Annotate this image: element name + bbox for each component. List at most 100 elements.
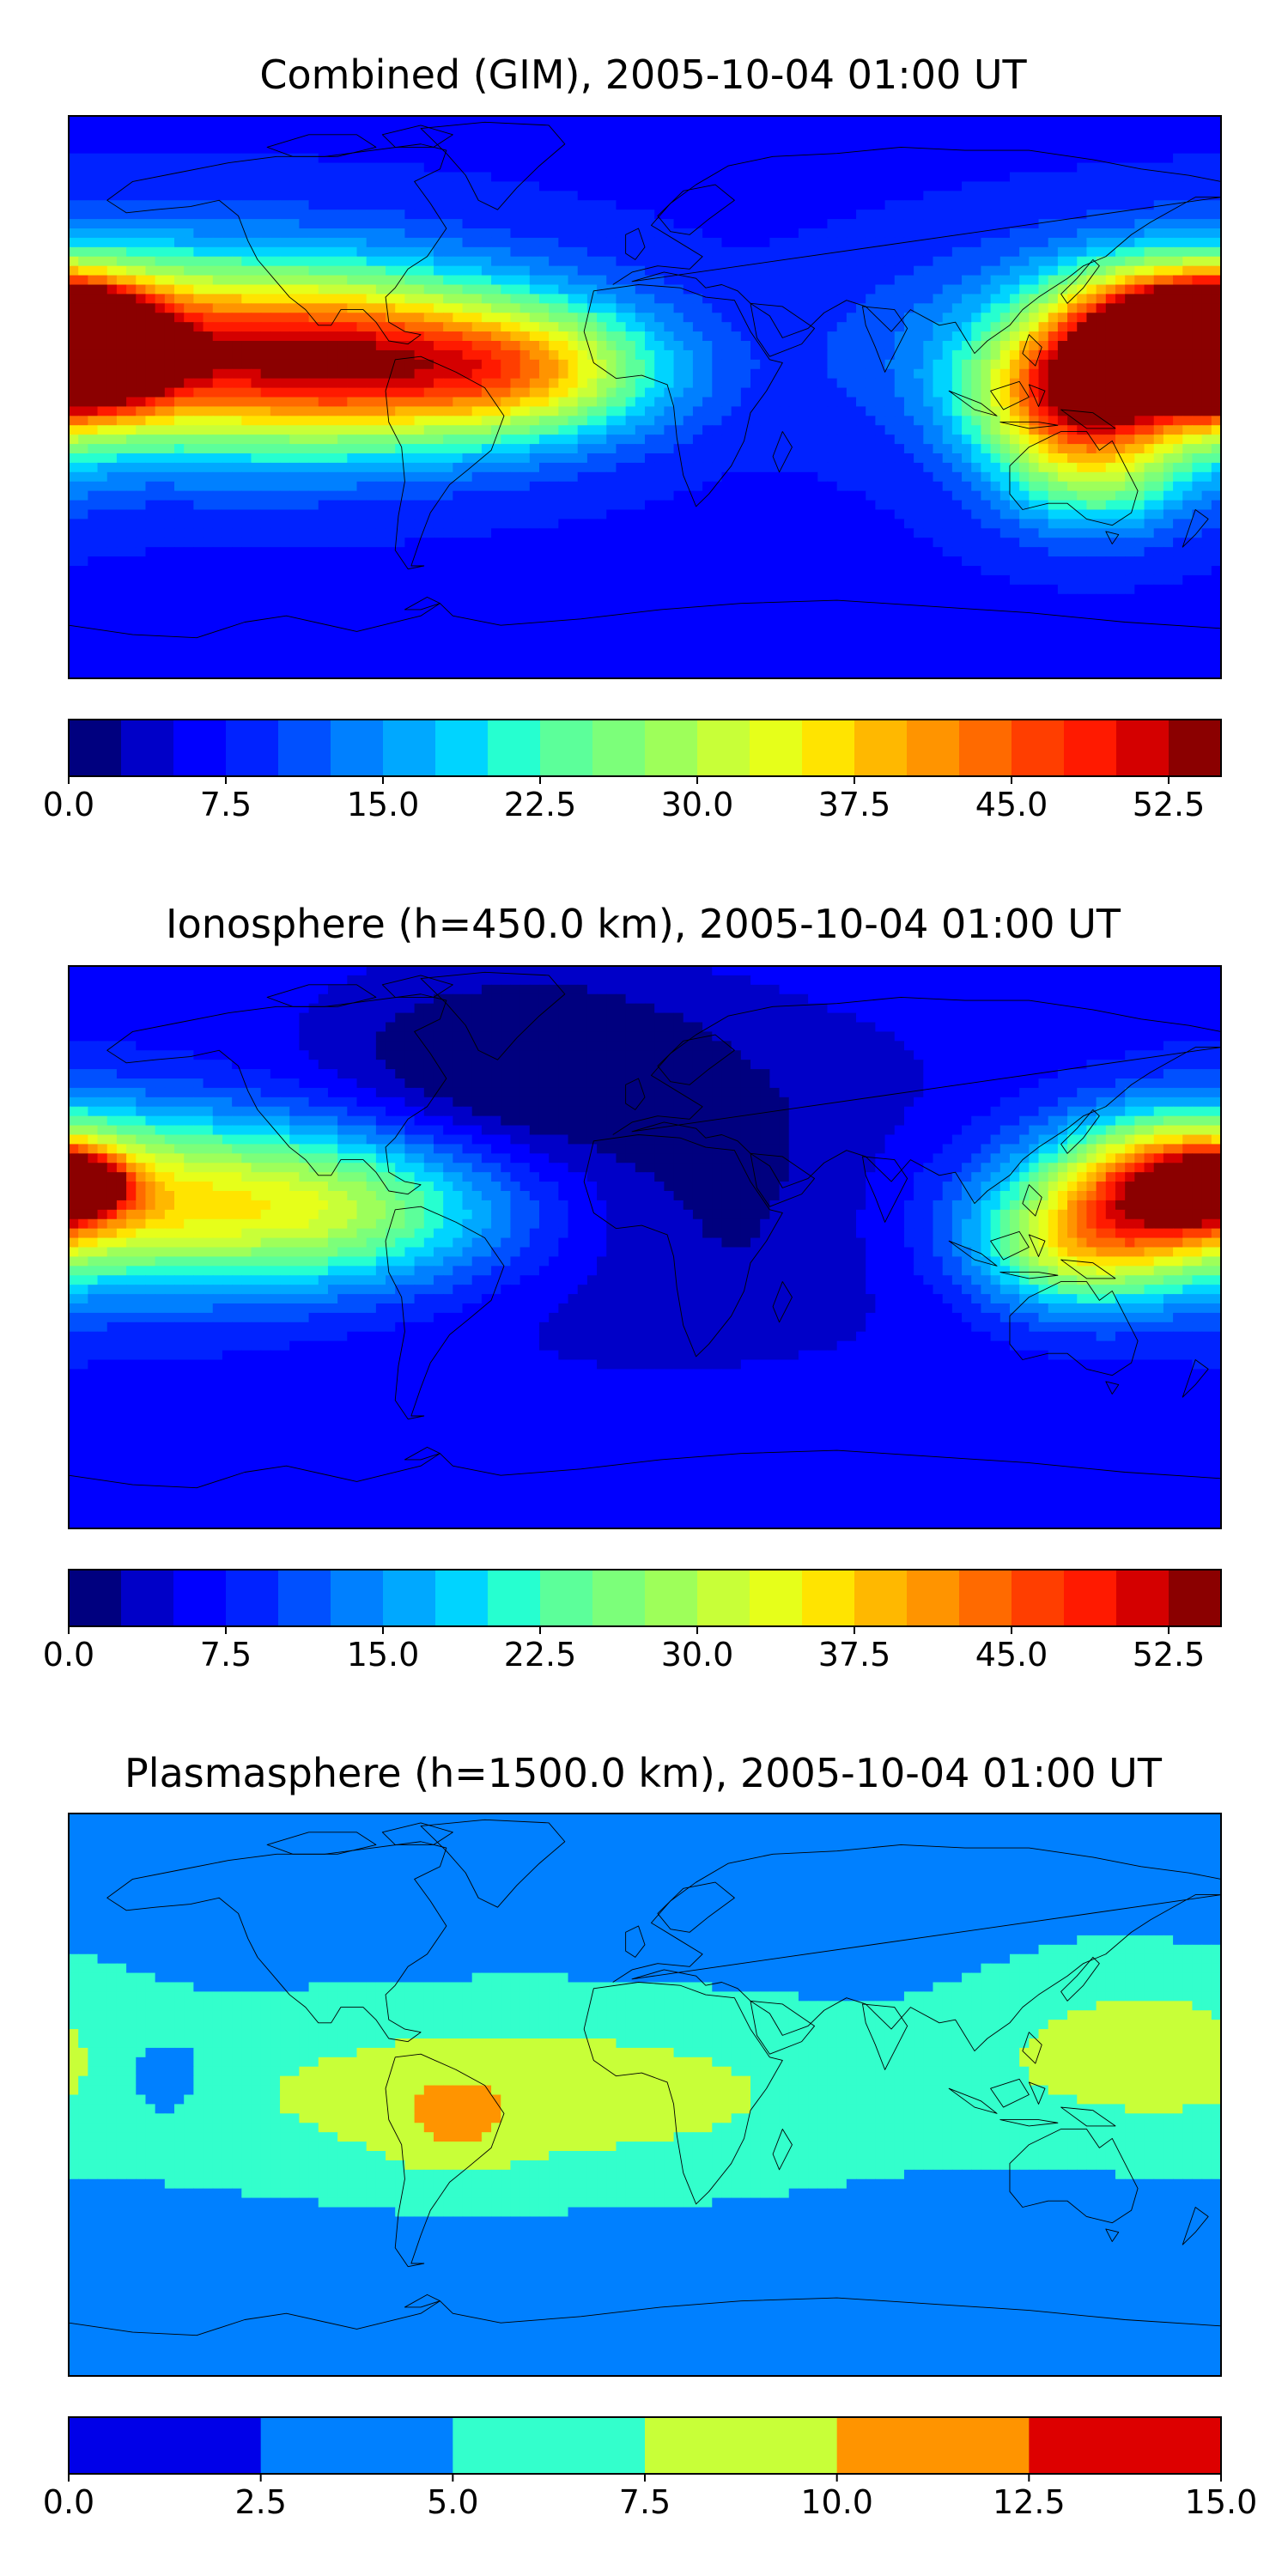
heatmap-cell bbox=[846, 256, 857, 267]
heatmap-cell bbox=[1192, 275, 1203, 286]
heatmap-cell bbox=[318, 331, 329, 342]
heatmap-cell bbox=[347, 210, 358, 220]
heatmap-cell bbox=[664, 256, 675, 267]
heatmap-cell bbox=[1096, 303, 1107, 313]
heatmap-cell bbox=[251, 462, 262, 473]
heatmap-cell bbox=[1067, 191, 1078, 201]
heatmap-cell bbox=[1144, 181, 1155, 191]
heatmap-cell bbox=[1192, 349, 1203, 361]
heatmap-cell bbox=[712, 453, 723, 464]
heatmap-cell bbox=[78, 349, 88, 361]
heatmap-cell bbox=[1173, 490, 1183, 501]
heatmap-cell bbox=[69, 387, 79, 398]
heatmap-cell bbox=[327, 210, 338, 220]
heatmap-cell bbox=[481, 434, 492, 445]
heatmap-cell bbox=[779, 219, 790, 229]
heatmap-cell bbox=[894, 162, 905, 173]
heatmap-cell bbox=[260, 322, 271, 332]
heatmap-cell bbox=[337, 143, 348, 155]
heatmap-cell bbox=[692, 387, 703, 398]
heatmap-cell bbox=[817, 416, 829, 426]
heatmap-cell bbox=[538, 143, 550, 155]
heatmap-cell bbox=[664, 425, 675, 435]
heatmap-cell bbox=[951, 406, 963, 416]
heatmap-cell bbox=[308, 368, 319, 380]
heatmap-cell bbox=[884, 471, 896, 483]
heatmap-cell bbox=[78, 265, 88, 276]
heatmap-cell bbox=[635, 303, 646, 313]
heatmap-cell bbox=[241, 471, 252, 483]
heatmap-cell bbox=[769, 172, 781, 182]
heatmap-cell bbox=[193, 313, 204, 323]
heatmap-cell bbox=[606, 481, 617, 492]
heatmap-cell bbox=[1192, 397, 1203, 407]
heatmap-cell bbox=[145, 219, 156, 229]
heatmap-cell bbox=[136, 143, 147, 155]
heatmap-cell bbox=[481, 416, 492, 426]
heatmap-cell bbox=[990, 444, 1001, 454]
heatmap-cell bbox=[462, 153, 473, 164]
heatmap-cell bbox=[337, 387, 348, 398]
heatmap-cell bbox=[558, 462, 569, 473]
heatmap-cell bbox=[1201, 462, 1212, 473]
heatmap-cell bbox=[894, 125, 905, 136]
heatmap-cell bbox=[798, 228, 809, 239]
heatmap-cell bbox=[914, 434, 924, 445]
heatmap-cell bbox=[1077, 397, 1087, 407]
heatmap-cell bbox=[241, 341, 252, 351]
heatmap-cell bbox=[260, 471, 271, 483]
heatmap-cell bbox=[289, 378, 300, 389]
heatmap-cell bbox=[586, 303, 598, 313]
heatmap-cell bbox=[606, 313, 617, 323]
heatmap-cell bbox=[1077, 481, 1087, 492]
heatmap-cell bbox=[395, 228, 405, 239]
heatmap-cell bbox=[1096, 322, 1107, 332]
heatmap-cell bbox=[136, 490, 147, 501]
heatmap-cell bbox=[884, 237, 896, 248]
heatmap-cell bbox=[606, 228, 617, 239]
heatmap-cell bbox=[347, 162, 358, 173]
heatmap-cell bbox=[702, 116, 713, 126]
heatmap-cell bbox=[616, 387, 627, 398]
heatmap-cell bbox=[347, 359, 358, 370]
heatmap-cell bbox=[962, 265, 972, 276]
heatmap-cell bbox=[174, 303, 185, 313]
heatmap-cell bbox=[106, 471, 118, 483]
heatmap-cell bbox=[222, 341, 233, 351]
heatmap-cell bbox=[453, 453, 464, 464]
heatmap-cell bbox=[270, 294, 281, 304]
heatmap-cell bbox=[78, 490, 88, 501]
heatmap-cell bbox=[1029, 153, 1040, 164]
heatmap-cell bbox=[942, 331, 953, 342]
heatmap-cell bbox=[433, 490, 444, 501]
heatmap-cell bbox=[69, 191, 79, 201]
heatmap-cell bbox=[1115, 191, 1126, 201]
heatmap-cell bbox=[808, 434, 818, 445]
heatmap-cell bbox=[586, 275, 598, 286]
heatmap-cell bbox=[568, 191, 579, 201]
heatmap-cell bbox=[155, 368, 166, 380]
heatmap-cell bbox=[193, 322, 204, 332]
heatmap-cell bbox=[529, 331, 540, 342]
heatmap-cell bbox=[241, 125, 252, 136]
heatmap-cell bbox=[635, 453, 646, 464]
heatmap-cell bbox=[836, 490, 848, 501]
heatmap-cell bbox=[462, 303, 473, 313]
heatmap-cell bbox=[395, 294, 405, 304]
heatmap-cell bbox=[327, 341, 338, 351]
heatmap-cell bbox=[981, 425, 992, 435]
heatmap-cell bbox=[731, 481, 742, 492]
heatmap-cell bbox=[1105, 200, 1116, 210]
heatmap-cell bbox=[558, 416, 569, 426]
heatmap-cell bbox=[538, 349, 550, 361]
heatmap-cell bbox=[808, 453, 818, 464]
heatmap-cell bbox=[443, 181, 453, 191]
heatmap-cell bbox=[625, 125, 636, 136]
heatmap-cell bbox=[212, 406, 223, 416]
heatmap-cell bbox=[750, 162, 761, 173]
heatmap-cell bbox=[260, 200, 271, 210]
heatmap-cell bbox=[999, 425, 1011, 435]
heatmap-cell bbox=[558, 359, 569, 370]
heatmap-cell bbox=[375, 500, 386, 511]
heatmap-cell bbox=[990, 416, 1001, 426]
